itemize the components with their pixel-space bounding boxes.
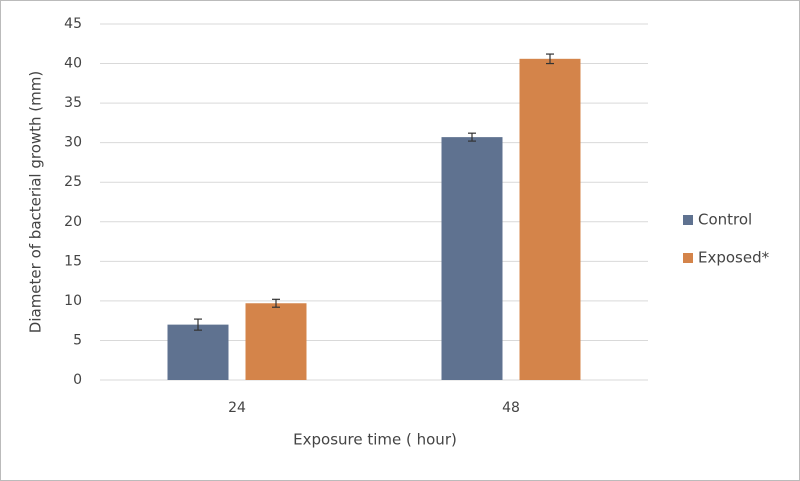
- y-tick-label: 15: [64, 253, 82, 269]
- y-tick-label: 35: [64, 95, 82, 111]
- y-tick-label: 30: [64, 135, 82, 151]
- y-tick-label: 40: [64, 56, 82, 72]
- legend-label: Control: [698, 211, 752, 229]
- y-tick-label: 20: [64, 214, 82, 230]
- bar: [441, 137, 503, 380]
- y-tick-label: 0: [73, 372, 82, 388]
- y-tick-label: 25: [64, 174, 82, 190]
- x-axis-label: Exposure time ( hour): [293, 431, 457, 449]
- error-bar: [194, 318, 202, 331]
- bar: [245, 303, 307, 380]
- legend-label: Exposed*: [698, 249, 770, 267]
- error-bar: [546, 53, 554, 65]
- y-tick-label: 10: [64, 293, 82, 309]
- bar: [519, 58, 581, 380]
- x-tick-label: 48: [502, 400, 520, 416]
- legend-swatch: [683, 253, 693, 263]
- y-tick-label: 45: [64, 16, 82, 32]
- bar: [167, 324, 229, 380]
- error-bar: [468, 132, 476, 142]
- y-axis-label: Diameter of bacterial growth (mm): [27, 71, 45, 333]
- error-bar: [272, 298, 280, 308]
- y-tick-label: 5: [73, 332, 82, 348]
- legend-swatch: [683, 215, 693, 225]
- x-tick-label: 24: [228, 400, 246, 416]
